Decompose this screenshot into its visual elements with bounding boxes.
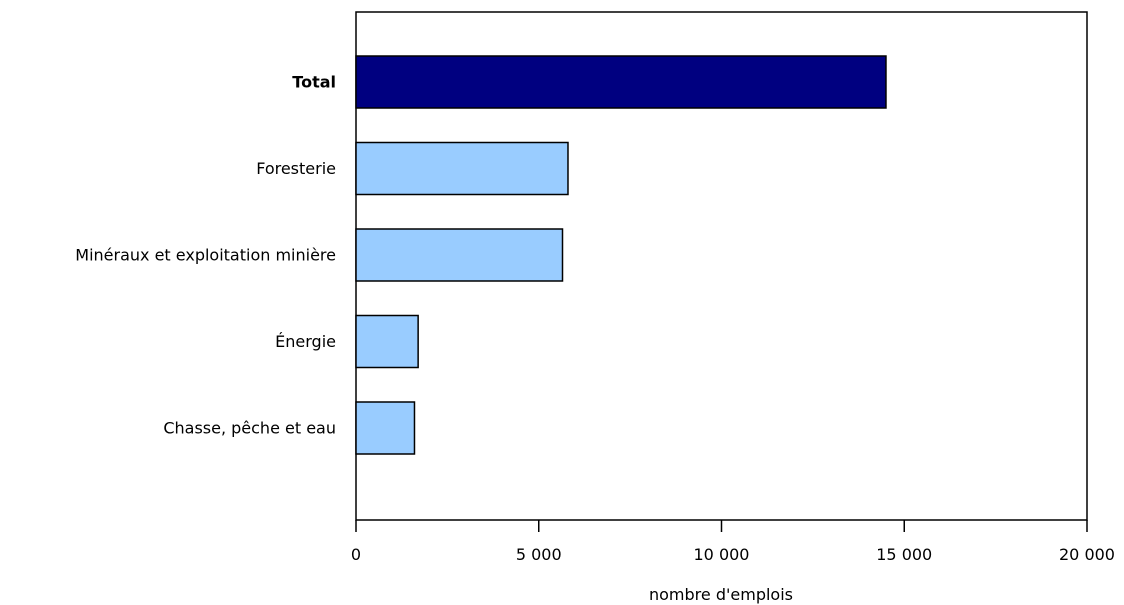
category-label-energie: Énergie [275,332,336,351]
x-axis-title: nombre d'emplois [649,585,793,604]
category-label-mineraux-et-exploitation-miniere: Minéraux et exploitation minière [75,246,336,265]
bar-chasse-peche-et-eau [355,401,416,455]
x-tick-label: 20 000 [1059,545,1115,564]
bar-energie [355,314,419,369]
bar-foresterie [355,141,569,196]
category-labels: Total Foresterie Minéraux et exploitation … [75,73,336,438]
x-tick-label: 0 [351,545,361,564]
category-label-total: Total [292,73,336,92]
bars-group [355,55,887,455]
bar-total [355,55,887,109]
category-label-chasse-peche-et-eau: Chasse, pêche et eau [163,419,336,438]
x-tick-label: 5 000 [516,545,562,564]
x-axis-ticks: 0 5 000 10 000 15 000 20 000 [351,520,1115,564]
x-tick-label: 15 000 [876,545,932,564]
bar-mineraux-et-exploitation-miniere [355,228,564,282]
category-label-foresterie: Foresterie [256,159,336,178]
x-tick-label: 10 000 [694,545,750,564]
